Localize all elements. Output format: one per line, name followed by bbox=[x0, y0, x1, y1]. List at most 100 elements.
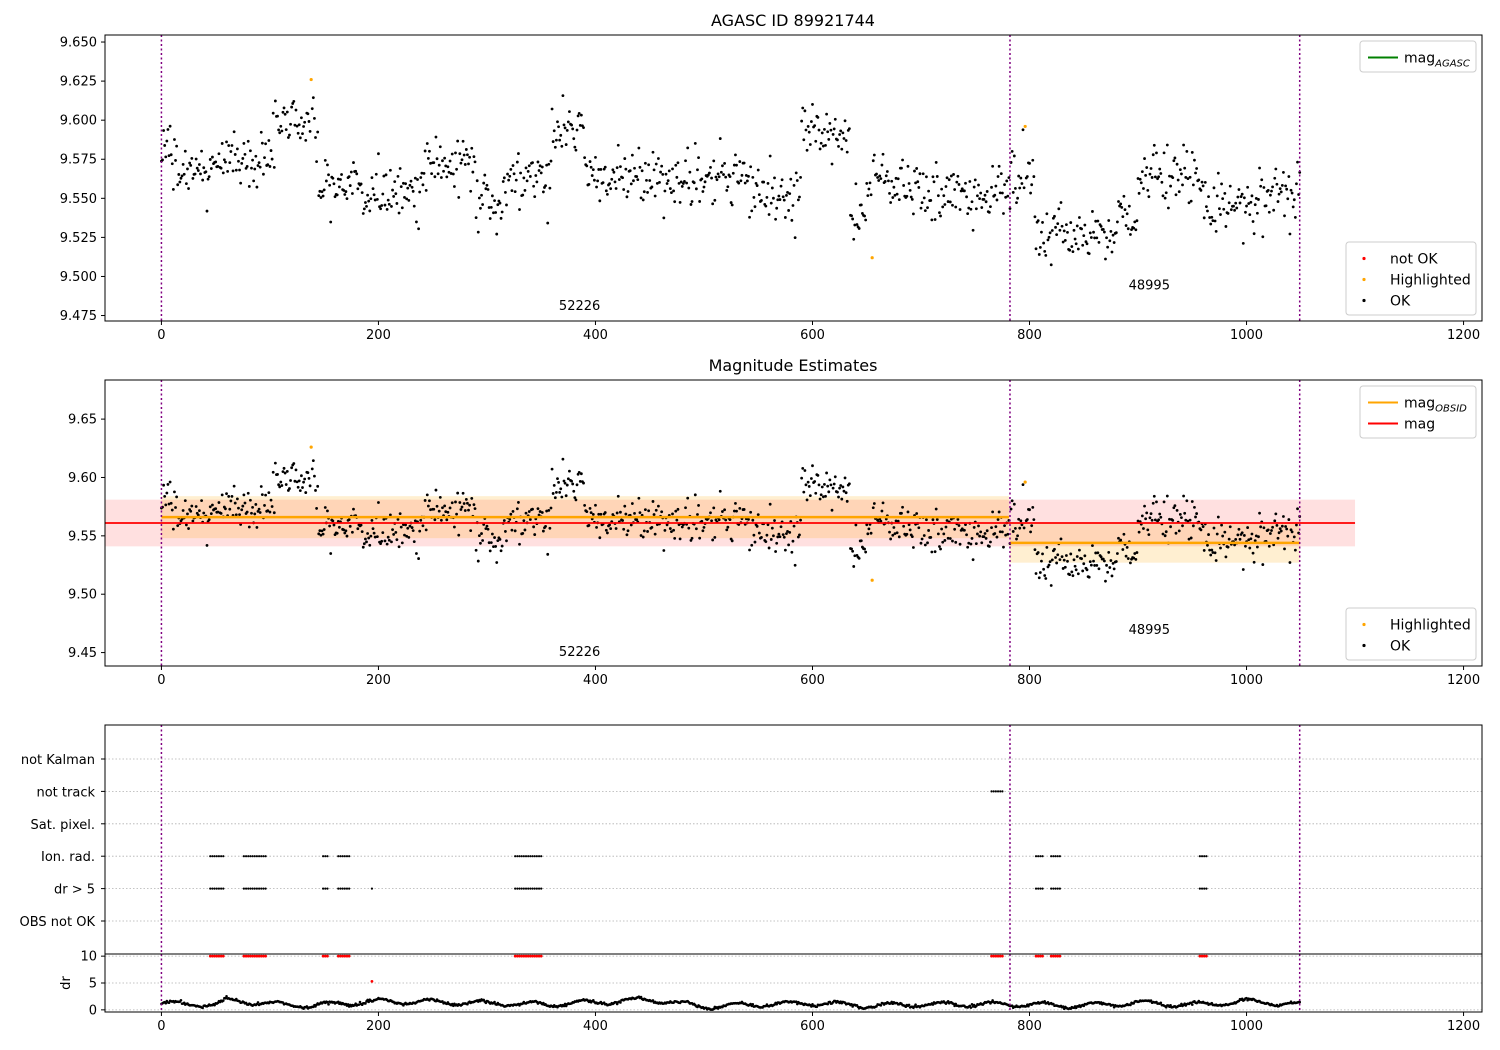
data-point-ok bbox=[1135, 551, 1139, 554]
data-point-ok bbox=[371, 187, 375, 191]
data-point-ok bbox=[1087, 575, 1091, 579]
data-point-ok bbox=[675, 175, 679, 179]
data-point-ok bbox=[719, 170, 723, 174]
data-point-ok bbox=[1089, 563, 1093, 567]
data-point-ok bbox=[885, 170, 889, 173]
data-point-ok bbox=[790, 550, 794, 554]
data-point-ok bbox=[454, 151, 457, 155]
data-point-ok bbox=[807, 485, 811, 488]
data-point-ok bbox=[1238, 201, 1242, 205]
data-point-ok bbox=[798, 533, 801, 537]
data-point-ok bbox=[853, 554, 857, 558]
data-point-ok bbox=[680, 185, 684, 188]
data-point-ok bbox=[508, 174, 512, 178]
data-point-ok bbox=[1043, 250, 1047, 253]
data-point-ok bbox=[630, 502, 634, 505]
flag-point bbox=[531, 887, 534, 890]
data-point-ok bbox=[436, 172, 440, 176]
data-point-ok bbox=[556, 120, 559, 124]
data-point-ok bbox=[1207, 533, 1210, 536]
data-point-ok bbox=[686, 496, 690, 500]
data-point-ok bbox=[417, 227, 420, 231]
data-point-ok bbox=[788, 192, 792, 196]
data-point-ok bbox=[744, 174, 748, 177]
data-point-ok bbox=[455, 512, 458, 516]
data-point-ok bbox=[450, 152, 454, 156]
data-point-ok bbox=[816, 115, 820, 119]
data-point-ok bbox=[476, 559, 480, 563]
data-point-ok bbox=[894, 519, 898, 523]
data-point-ok bbox=[367, 199, 371, 203]
data-point-ok bbox=[319, 533, 323, 537]
data-point-ok bbox=[254, 503, 258, 506]
data-point-ok bbox=[652, 513, 656, 516]
data-point-ok bbox=[311, 459, 315, 463]
data-point-ok bbox=[174, 506, 177, 509]
data-point-ok bbox=[1149, 512, 1153, 515]
data-point-ok bbox=[713, 535, 717, 539]
data-point-ok bbox=[250, 166, 253, 170]
data-point-ok bbox=[1199, 528, 1203, 532]
data-point-ok bbox=[1012, 502, 1016, 506]
data-point-ok bbox=[995, 535, 999, 539]
data-point-ok bbox=[837, 495, 840, 499]
data-point-ok bbox=[1181, 183, 1184, 187]
data-point-ok bbox=[171, 527, 175, 531]
data-point-ok bbox=[635, 518, 639, 522]
data-point-ok bbox=[956, 174, 960, 178]
data-point-ok bbox=[991, 164, 995, 168]
data-point-ok bbox=[687, 526, 691, 530]
data-point-ok bbox=[702, 525, 706, 529]
data-point-ok bbox=[533, 195, 537, 199]
flag-point bbox=[527, 855, 530, 858]
data-point-ok bbox=[553, 496, 557, 500]
data-point-ok bbox=[1249, 537, 1253, 541]
data-point-ok bbox=[340, 173, 343, 176]
data-point-ok bbox=[1037, 576, 1041, 580]
data-point-ok bbox=[247, 185, 251, 188]
dr-clipped-point bbox=[1034, 954, 1038, 958]
plot-frame bbox=[104, 953, 1483, 1013]
dr-point bbox=[651, 999, 655, 1002]
data-point-ok bbox=[1182, 143, 1185, 147]
data-point-ok bbox=[1158, 167, 1162, 171]
data-point-ok bbox=[985, 190, 989, 193]
data-point-ok bbox=[392, 533, 396, 536]
data-point-ok bbox=[842, 137, 846, 140]
data-point-ok bbox=[967, 206, 971, 210]
data-point-ok bbox=[1062, 229, 1066, 233]
data-point-ok bbox=[1071, 574, 1075, 578]
dr-clipped-point bbox=[1200, 954, 1204, 958]
data-point-ok bbox=[343, 531, 347, 535]
data-point-ok bbox=[183, 149, 187, 153]
data-point-ok bbox=[796, 198, 800, 202]
data-point-ok bbox=[868, 181, 872, 185]
dr-point bbox=[619, 1001, 622, 1004]
data-point-ok bbox=[293, 123, 297, 127]
data-point-ok bbox=[791, 204, 795, 207]
data-point-ok bbox=[976, 194, 979, 198]
data-point-ok bbox=[831, 133, 835, 136]
data-point-ok bbox=[781, 195, 785, 199]
data-point-ok bbox=[331, 519, 335, 523]
flag-point bbox=[341, 887, 344, 890]
data-point-ok bbox=[1049, 263, 1053, 267]
data-point-highlighted bbox=[1023, 480, 1027, 484]
data-point-ok bbox=[211, 155, 214, 159]
flag-category-label: OBS not OK bbox=[20, 915, 96, 930]
data-point-ok bbox=[629, 182, 633, 186]
data-point-ok bbox=[872, 153, 876, 157]
data-point-ok bbox=[1084, 240, 1088, 244]
flag-point bbox=[247, 855, 250, 858]
data-point-ok bbox=[509, 167, 513, 171]
data-point-ok bbox=[373, 198, 377, 202]
data-point-ok bbox=[1145, 166, 1149, 169]
data-point-ok bbox=[969, 207, 973, 211]
data-point-ok bbox=[728, 518, 732, 522]
y-tick-label: 9.475 bbox=[60, 309, 97, 324]
data-point-ok bbox=[637, 146, 641, 150]
flag-point bbox=[322, 887, 325, 890]
data-point-ok bbox=[184, 523, 188, 527]
data-point-ok bbox=[987, 210, 991, 214]
data-point-ok bbox=[1010, 499, 1014, 503]
